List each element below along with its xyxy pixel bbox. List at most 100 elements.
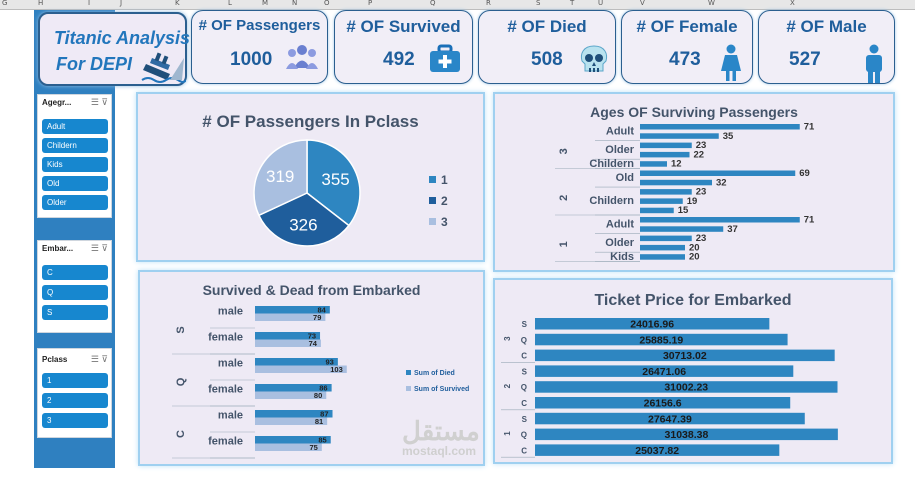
kpi-died: # OF Died 508 <box>478 10 616 84</box>
watermark-arabic: مستقل <box>402 416 480 446</box>
slicer-item[interactable]: C <box>42 265 108 280</box>
bar-value-label: 22 <box>694 149 705 160</box>
embarked-chart-panel: Survived & Dead from Embarked 84 79 male 73… <box>138 270 485 466</box>
group-label: 1 <box>503 431 512 436</box>
slicer-item[interactable]: Adult <box>42 119 108 134</box>
group-label: 2 <box>558 195 570 201</box>
multiselect-clear-icons[interactable]: ☰ ⊽ <box>90 243 108 253</box>
slicer-item[interactable]: Q <box>42 285 108 300</box>
category-label: female <box>208 384 243 396</box>
ticket-bar <box>535 318 770 330</box>
people-icon <box>286 45 318 69</box>
bar-value-label: 23 <box>696 187 707 198</box>
bar-value-label: 84 <box>317 306 326 315</box>
bar-value-label: 86 <box>319 384 327 393</box>
column-letter: N <box>292 0 298 7</box>
ages-chart-panel: Ages OF Surviving Passengers 71 35 Adult 23… <box>493 92 895 272</box>
column-letter: W <box>708 0 715 7</box>
bar-value-label: 80 <box>314 391 322 400</box>
age-bar <box>640 254 685 260</box>
column-letter: M <box>262 0 269 7</box>
age-bar <box>640 189 692 195</box>
column-letter: V <box>640 0 645 7</box>
bar-value-label: 30713.02 <box>663 350 707 362</box>
category-label: S <box>522 320 528 329</box>
ages-bar-chart: 7135Adult2322Older12Childern36932Old2319… <box>555 122 815 263</box>
category-label: Adult <box>606 125 634 137</box>
bar-value-label: 79 <box>313 313 321 322</box>
died-bar <box>255 358 338 366</box>
kpi-title: # OF Passengers <box>198 17 321 34</box>
pclass-slicer: Pclass ☰ ⊽ 1 2 3 <box>37 348 112 438</box>
kpi-value: 527 <box>789 49 821 70</box>
pie-slice-3 <box>253 139 308 217</box>
chart-title: # OF Passengers In Pclass <box>202 112 419 131</box>
category-label: Adult <box>606 218 634 230</box>
survived-bar <box>255 417 328 425</box>
slicer-item[interactable]: Kids <box>42 157 108 172</box>
multiselect-clear-icons[interactable]: ☰ ⊽ <box>90 97 108 107</box>
died-bar <box>255 332 321 340</box>
category-label: male <box>218 410 243 422</box>
slicer-item[interactable]: Childern <box>42 138 108 153</box>
multiselect-clear-icons[interactable]: ☰ ⊽ <box>90 354 108 364</box>
pclass-pie-chart: 355 326 319 1 2 3 <box>253 139 448 247</box>
ticket-bar <box>535 333 788 346</box>
bar-value-label: 19 <box>687 196 698 207</box>
category-label: Q <box>521 431 527 440</box>
kpi-value: 1000 <box>230 49 273 70</box>
slicer-item[interactable]: 2 <box>42 393 108 408</box>
column-letter: S <box>536 0 541 7</box>
age-bar <box>640 217 800 223</box>
title-line-2: For DEPI <box>56 54 133 74</box>
column-letter: Q <box>430 0 436 7</box>
bar-value-label: 31038.38 <box>665 429 709 441</box>
legend-swatch <box>429 218 436 225</box>
category-label: C <box>521 446 527 455</box>
slicer-header: Agegr... <box>42 98 72 107</box>
bar-value-label: 20 <box>689 242 700 253</box>
group-label: 3 <box>503 336 512 341</box>
category-label: C <box>521 352 527 361</box>
slicer-item[interactable]: Old <box>42 176 108 191</box>
died-bar <box>255 410 333 418</box>
ticket-bar <box>535 365 794 377</box>
slicer-item[interactable]: Older <box>42 195 108 210</box>
category-label: female <box>208 332 243 344</box>
column-letter: R <box>486 0 491 7</box>
bar-value-label: 75 <box>309 443 317 452</box>
bar-value-label: 81 <box>315 417 323 426</box>
kpi-value: 492 <box>383 49 415 70</box>
bar-value-label: 27647.39 <box>648 413 692 425</box>
column-letter: P <box>368 0 373 7</box>
column-letter: L <box>228 0 232 7</box>
column-letter: H <box>38 0 44 7</box>
legend-label: 3 <box>441 215 448 229</box>
kpi-value: 473 <box>669 49 701 70</box>
legend-label: Sum of Survived <box>414 386 469 393</box>
slicer-item[interactable]: S <box>42 305 108 320</box>
ticket-bar <box>535 428 838 441</box>
bar-value-label: 32 <box>716 177 727 188</box>
age-bar <box>640 142 692 149</box>
legend-swatch <box>406 386 411 391</box>
ticket-bar <box>535 444 780 456</box>
category-label: Childern <box>589 158 634 170</box>
bar-value-label: 12 <box>671 159 682 170</box>
category-label: female <box>208 436 243 448</box>
slicer-header: Pclass <box>42 355 68 364</box>
age-bar <box>640 179 712 186</box>
slicer-item[interactable]: 1 <box>42 373 108 388</box>
skull-icon <box>580 45 608 72</box>
age-bar <box>640 151 690 158</box>
category-label: Old <box>616 172 634 184</box>
column-letter: I <box>88 0 91 7</box>
embarked-slicer: Embar... ☰ ⊽ C Q S <box>37 240 112 333</box>
age-bar <box>640 124 800 130</box>
column-letter: T <box>570 0 575 7</box>
pie-data-label: 319 <box>266 167 294 186</box>
slicer-item[interactable]: 3 <box>42 413 108 428</box>
category-label: C <box>521 399 527 408</box>
bar-value-label: 25037.82 <box>635 445 679 457</box>
